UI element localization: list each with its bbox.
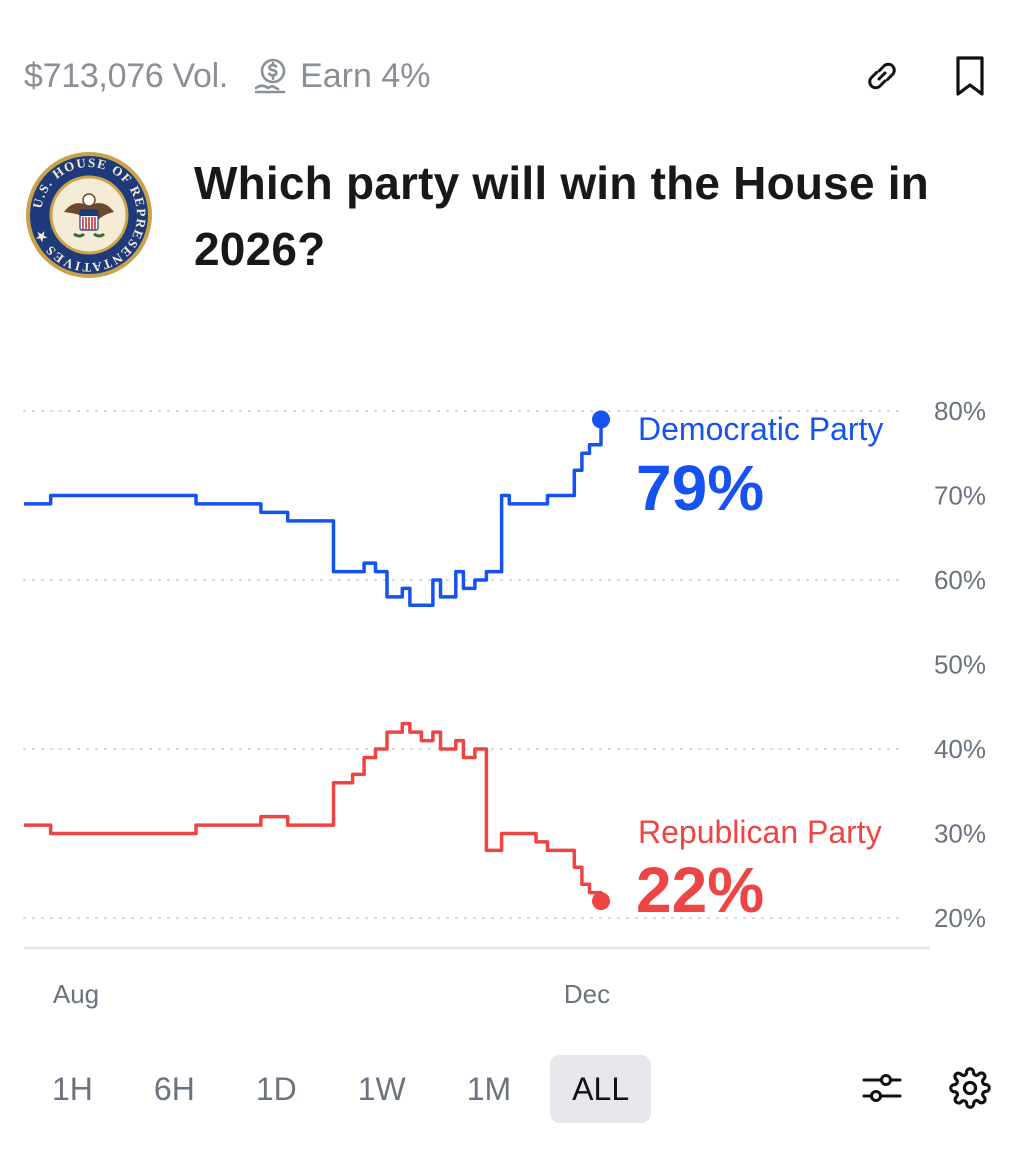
x-tick-label: Dec xyxy=(564,979,610,1009)
y-tick-label: 80% xyxy=(934,396,986,426)
y-tick-label: 40% xyxy=(934,734,986,764)
top-actions xyxy=(860,52,992,100)
chart-svg: 80% 70% 60% 50% 40% 30% 20% Aug Dec Democratic Pa… xyxy=(23,396,986,1009)
sliders-icon xyxy=(862,1074,902,1102)
bookmark-button[interactable] xyxy=(948,54,992,98)
coin-growth-icon xyxy=(254,58,286,94)
link-button[interactable] xyxy=(860,54,904,98)
democratic-series-name: Democratic Party xyxy=(638,411,883,447)
republican-current-value: 22% xyxy=(636,854,764,926)
house-seal-image: U.S. HOUSE OF REPRESENTATIVES ★ xyxy=(26,152,152,278)
republican-series-line xyxy=(24,721,603,902)
range-6h-button[interactable]: 6H xyxy=(153,1071,195,1107)
y-tick-label: 60% xyxy=(934,565,986,595)
range-1h-button[interactable]: 1H xyxy=(52,1071,93,1107)
y-tick-label: 50% xyxy=(934,650,986,680)
y-tick-label: 30% xyxy=(934,819,986,849)
link-icon xyxy=(868,62,896,90)
earn-badge[interactable]: Earn 4% xyxy=(252,56,430,96)
y-tick-label: 70% xyxy=(934,481,986,511)
filters-button[interactable] xyxy=(860,1066,904,1110)
market-stats-bar: $713,076 Vol. Earn 4% xyxy=(24,52,992,100)
price-chart: 80% 70% 60% 50% 40% 30% 20% Aug Dec Democratic Pa… xyxy=(0,380,1032,1020)
republican-series-name: Republican Party xyxy=(638,814,882,850)
democratic-current-point xyxy=(592,410,610,429)
time-range-selector: 1H 6H 1D 1W 1M ALL xyxy=(30,1055,668,1123)
republican-current-point xyxy=(592,892,610,911)
democratic-current-value: 79% xyxy=(636,452,764,524)
gear-icon xyxy=(949,1067,991,1109)
range-all-button[interactable]: ALL xyxy=(550,1055,652,1123)
range-1w-button[interactable]: 1W xyxy=(357,1071,406,1107)
x-tick-label: Aug xyxy=(53,979,99,1009)
market-header: U.S. HOUSE OF REPRESENTATIVES ★ Which pa… xyxy=(24,150,1012,282)
chart-controls xyxy=(860,1066,992,1110)
bookmark-icon xyxy=(956,56,984,96)
settings-button[interactable] xyxy=(948,1066,992,1110)
range-1m-button[interactable]: 1M xyxy=(466,1071,512,1107)
market-title: Which party will win the House in 2026? xyxy=(194,157,929,275)
volume-text: $713,076 Vol. xyxy=(24,56,229,95)
earn-text: Earn 4% xyxy=(300,56,431,95)
range-1d-button[interactable]: 1D xyxy=(255,1071,297,1107)
y-tick-label: 20% xyxy=(934,903,986,933)
democratic-series-line xyxy=(24,419,603,608)
